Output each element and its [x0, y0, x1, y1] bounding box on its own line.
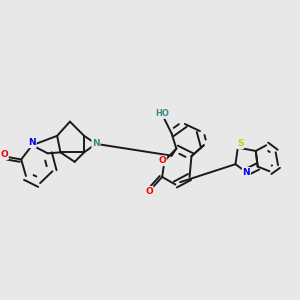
Text: N: N [92, 140, 100, 148]
Text: HO: HO [155, 109, 169, 118]
Text: O: O [158, 156, 166, 165]
Text: S: S [237, 140, 243, 148]
Text: N: N [28, 138, 36, 147]
Text: O: O [145, 187, 153, 196]
Text: N: N [242, 168, 250, 177]
Text: O: O [0, 150, 8, 159]
